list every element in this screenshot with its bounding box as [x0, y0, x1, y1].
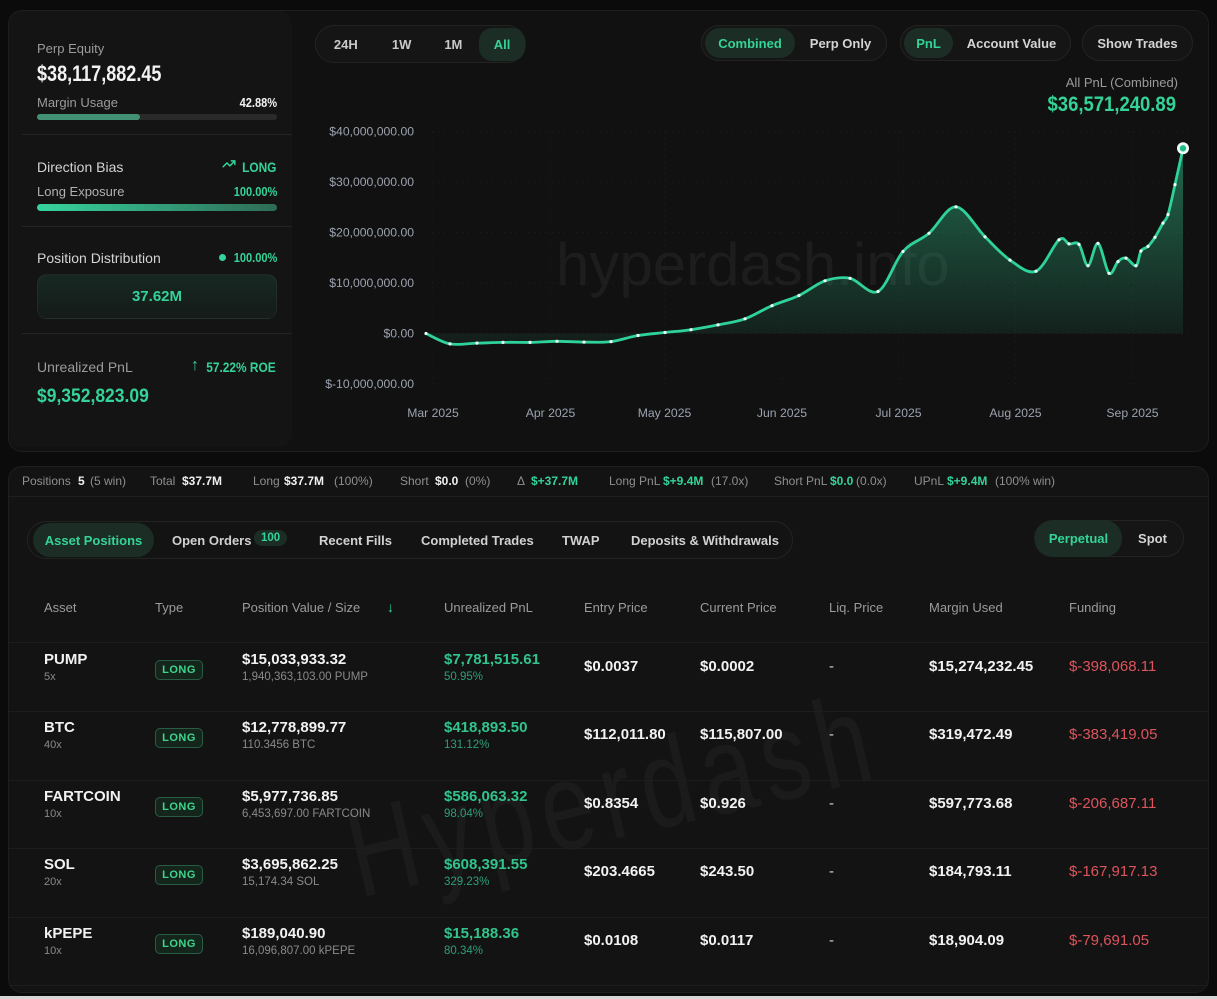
- svg-text:Apr 2025: Apr 2025: [526, 406, 576, 420]
- svg-text:$20,000,000.00: $20,000,000.00: [329, 226, 414, 240]
- svg-text:Sep 2025: Sep 2025: [1106, 406, 1158, 420]
- svg-text:May 2025: May 2025: [638, 406, 692, 420]
- svg-text:$-10,000,000.00: $-10,000,000.00: [325, 377, 414, 391]
- svg-text:Jul 2025: Jul 2025: [875, 406, 921, 420]
- svg-text:Jun 2025: Jun 2025: [757, 406, 807, 420]
- svg-text:Aug 2025: Aug 2025: [989, 406, 1041, 420]
- svg-text:$10,000,000.00: $10,000,000.00: [329, 276, 414, 290]
- svg-text:$40,000,000.00: $40,000,000.00: [329, 125, 414, 139]
- svg-text:$30,000,000.00: $30,000,000.00: [329, 175, 414, 189]
- svg-text:Mar 2025: Mar 2025: [407, 406, 459, 420]
- svg-text:$0.00: $0.00: [384, 327, 415, 341]
